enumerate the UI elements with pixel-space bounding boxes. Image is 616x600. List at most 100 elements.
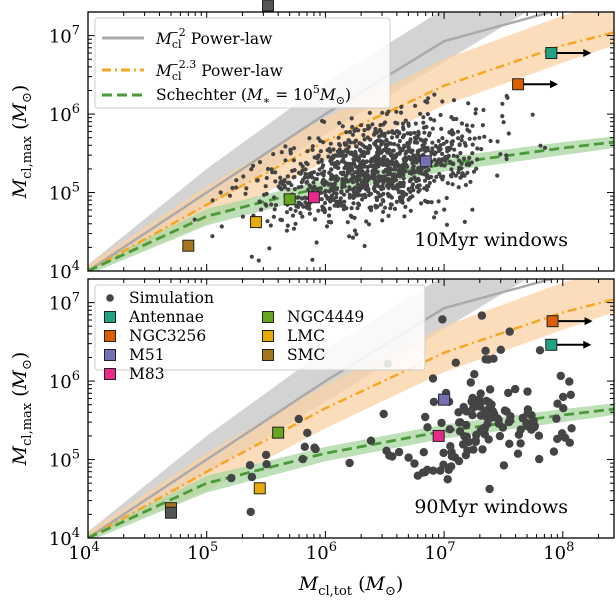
label-symbol: M [9, 178, 31, 199]
simulation-point [357, 203, 361, 207]
panel-annotation: 90Myr windows [414, 496, 568, 518]
simulation-point [496, 432, 504, 440]
galaxy-marker-M83 [433, 430, 444, 441]
simulation-point [341, 124, 345, 128]
simulation-point [440, 99, 444, 103]
simulation-point [430, 200, 434, 204]
simulation-point [277, 184, 281, 188]
simulation-point [486, 385, 494, 393]
simulation-point [481, 355, 489, 363]
simulation-point [379, 133, 383, 137]
simulation-point [382, 148, 386, 152]
simulation-point [321, 179, 325, 183]
simulation-point [353, 186, 357, 190]
simulation-point [425, 200, 429, 204]
simulation-point [364, 184, 368, 188]
simulation-point [271, 152, 275, 156]
galaxy-marker-LMC [250, 217, 261, 228]
simulation-point [272, 215, 276, 219]
simulation-point [450, 140, 454, 144]
simulation-point [410, 459, 418, 467]
simulation-point [327, 214, 331, 218]
simulation-point [373, 130, 377, 134]
legend-rest: Power-law [186, 30, 273, 48]
simulation-point [303, 196, 307, 200]
simulation-point [324, 189, 328, 193]
simulation-point [308, 183, 312, 187]
simulation-point [473, 136, 477, 140]
simulation-point [283, 158, 287, 162]
simulation-point [329, 220, 333, 224]
simulation-point [299, 455, 307, 463]
simulation-point [382, 155, 386, 159]
simulation-point [428, 181, 432, 185]
legend-marker-Antennae [105, 312, 116, 323]
simulation-point [342, 171, 346, 175]
simulation-point [422, 131, 426, 135]
simulation-point [477, 389, 485, 397]
simulation-point [376, 191, 380, 195]
legend-subscript: cl [172, 38, 182, 51]
simulation-point [361, 180, 365, 184]
legend-superscript: 5 [313, 83, 320, 96]
simulation-point [364, 160, 368, 164]
legend-label: Antennae [128, 308, 204, 326]
simulation-point [429, 374, 437, 382]
legend-marker-NGC4214 [263, 0, 274, 11]
simulation-point [402, 214, 406, 218]
tick-base: 10 [49, 451, 72, 472]
simulation-point [468, 137, 472, 141]
simulation-point [380, 410, 388, 418]
y-tick-label: 106 [49, 369, 80, 393]
x-tick-label: 106 [306, 540, 337, 564]
simulation-point [357, 141, 361, 145]
simulation-point [343, 141, 347, 145]
simulation-point [348, 130, 352, 134]
simulation-point [419, 201, 423, 205]
tick-base: 10 [306, 543, 329, 564]
tick-base: 10 [49, 294, 72, 315]
simulation-point [439, 163, 443, 167]
legend-label: Mcl−2 Power-law [155, 26, 273, 51]
simulation-point [389, 142, 393, 146]
simulation-point [272, 195, 276, 199]
simulation-point [561, 434, 569, 442]
simulation-point [409, 209, 413, 213]
simulation-point [373, 158, 377, 162]
simulation-point [460, 134, 464, 138]
simulation-point [329, 158, 333, 162]
legend-label: NGC4449 [287, 308, 364, 326]
simulation-point [289, 207, 293, 211]
simulation-point [472, 170, 476, 174]
simulation-point [353, 170, 357, 174]
simulation-point [452, 148, 456, 152]
x-tick-label: 105 [187, 540, 218, 564]
simulation-point [438, 315, 446, 323]
simulation-point [320, 172, 324, 176]
simulation-point [429, 175, 433, 179]
tick-exp: 5 [72, 181, 80, 196]
simulation-point [467, 129, 471, 133]
simulation-point [504, 153, 508, 157]
galaxy-marker-M51 [439, 394, 450, 405]
simulation-point [286, 224, 290, 228]
simulation-point [323, 208, 327, 212]
simulation-point [354, 232, 358, 236]
simulation-point [519, 414, 527, 422]
simulation-point [442, 208, 446, 212]
simulation-point [211, 198, 215, 202]
simulation-point [316, 209, 320, 213]
simulation-point [420, 448, 428, 456]
simulation-point [320, 119, 324, 123]
simulation-point [506, 327, 514, 335]
simulation-point [311, 180, 315, 184]
tick-base: 10 [425, 543, 448, 564]
legend-marker-M83 [105, 369, 116, 380]
simulation-point [358, 148, 362, 152]
simulation-point [397, 131, 401, 135]
label-subscript: cl,tot [318, 584, 353, 599]
simulation-point [285, 210, 289, 214]
simulation-point [367, 193, 371, 197]
simulation-point [292, 227, 296, 231]
simulation-point [234, 178, 238, 182]
